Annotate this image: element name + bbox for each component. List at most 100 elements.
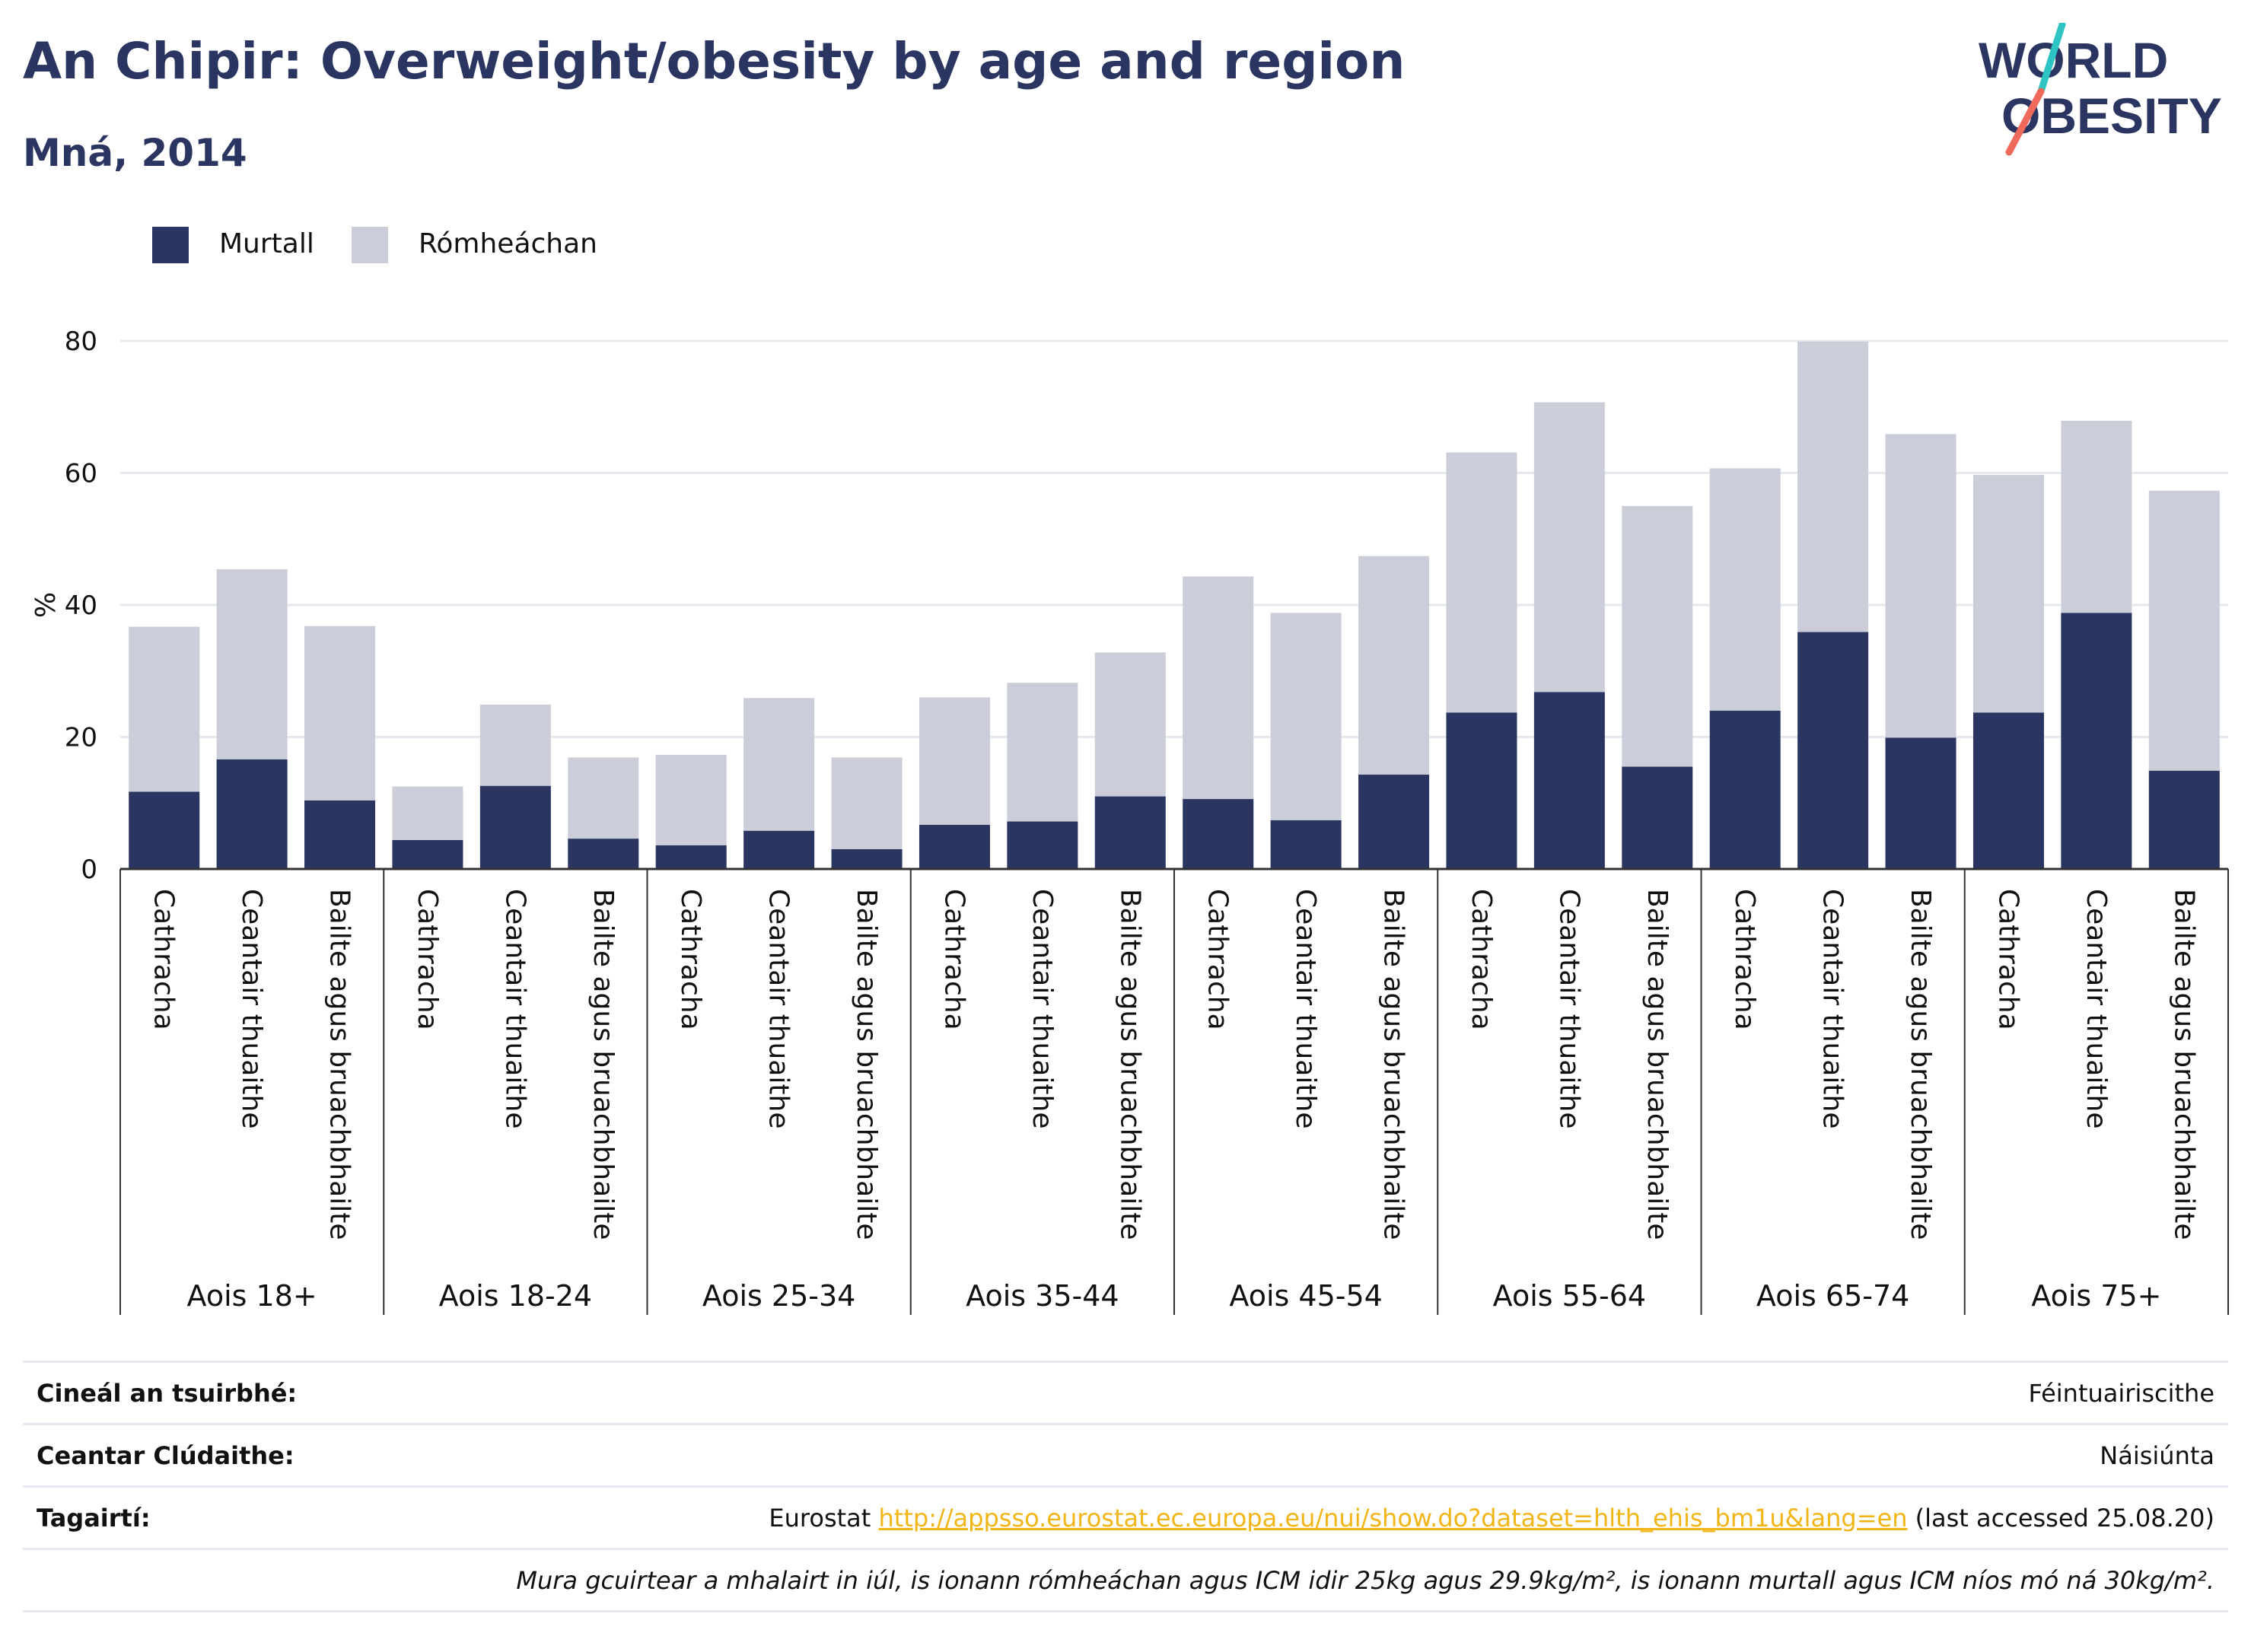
bar-romheachan (1972, 475, 2044, 713)
logo-line-world: WORLD (1979, 32, 2168, 88)
bar-romheachan (304, 625, 376, 801)
bar-romheachan (1358, 555, 1430, 775)
bar-romheachan (1094, 652, 1166, 797)
y-tick-label: 80 (65, 326, 97, 357)
bar-romheachan (1183, 576, 1254, 800)
logo-slash-bottom (2005, 88, 2045, 156)
bar-murtall (1007, 821, 1078, 869)
bar-romheachan (919, 697, 990, 825)
x-category-label: Ceantair thuaithe (1290, 889, 1321, 1128)
bar-romheachan (1885, 434, 1956, 738)
x-category-label: Ceantair thuaithe (1553, 889, 1584, 1128)
y-tick-label: 20 (65, 723, 97, 753)
bar-romheachan (1007, 683, 1078, 822)
bar-murtall (1885, 737, 1956, 869)
x-category-label: Cathracha (675, 889, 706, 1030)
bar-romheachan (743, 698, 815, 831)
bar-murtall (743, 830, 815, 869)
x-category-label: Bailte agus bruachbhailte (1378, 889, 1409, 1240)
x-category-label: Cathracha (1992, 889, 2023, 1030)
bar-murtall (831, 848, 903, 869)
survey-info-table: Cineál an tsuirbhé: Féintuairiscithe Cea… (23, 1361, 2228, 1612)
bar-murtall (1709, 710, 1781, 869)
legend-swatch-romheachan (352, 227, 388, 263)
x-group-label: Aois 35-44 (966, 1279, 1119, 1313)
bar-murtall (392, 839, 463, 869)
x-group-label: Aois 75+ (2031, 1279, 2161, 1313)
survey-type-value: Féintuairiscithe (338, 1361, 2228, 1424)
bar-romheachan (568, 757, 639, 839)
bar-murtall (1358, 774, 1430, 869)
legend-swatch-murtall (152, 227, 189, 263)
x-group-label: Aois 65-74 (1756, 1279, 1909, 1313)
bar-romheachan (1622, 505, 1693, 767)
bar-romheachan (831, 757, 903, 849)
chart-subtitle: Mná, 2014 (23, 131, 247, 175)
bar-romheachan (392, 786, 463, 840)
y-tick-label: 60 (65, 459, 97, 489)
bar-murtall (1533, 692, 1605, 869)
bar-murtall (1270, 820, 1342, 869)
bar-romheachan (1533, 402, 1605, 692)
x-category-label: Ceantair thuaithe (236, 889, 267, 1128)
bar-murtall (1972, 712, 2044, 869)
bar-murtall (1797, 632, 1869, 869)
bar-romheachan (1797, 341, 1869, 632)
note-spacer (23, 1548, 339, 1612)
coverage-label: Ceantar Clúdaithe: (23, 1423, 339, 1487)
bar-murtall (1183, 799, 1254, 869)
stacked-bar-chart: 0 20 40 60 80% Cathracha Ceantair thuaithe Bail… (30, 326, 2229, 1315)
x-category-label: Cathracha (1729, 889, 1760, 1030)
bar-murtall (2061, 613, 2132, 869)
info-row-note: Mura gcuirtear a mhalairt in iúl, is ion… (23, 1548, 2228, 1612)
logo-slash-top (2037, 23, 2066, 95)
x-category-label: Ceantair thuaithe (2081, 889, 2112, 1128)
bar-murtall (568, 839, 639, 869)
references-value: Eurostat http://appsso.eurostat.ec.europ… (338, 1485, 2228, 1549)
bar-murtall (479, 785, 551, 869)
references-label: Tagairtí: (23, 1485, 339, 1549)
x-category-label: Cathracha (938, 889, 969, 1030)
x-category-label: Bailte agus bruachbhailte (587, 889, 619, 1240)
bar-murtall (129, 791, 200, 869)
eurostat-link[interactable]: http://appsso.eurostat.ec.europa.eu/nui/… (878, 1503, 1908, 1533)
x-category-label: Bailte agus bruachbhailte (851, 889, 882, 1240)
y-axis-label: % (30, 592, 62, 618)
x-category-label: Ceantair thuaithe (1027, 889, 1058, 1128)
bar-romheachan (655, 754, 727, 845)
bar-romheachan (129, 626, 200, 792)
chart-title: An Chipir: Overweight/obesity by age and… (23, 32, 1406, 91)
bar-romheachan (479, 704, 551, 786)
x-category-label: Bailte agus bruachbhailte (324, 889, 355, 1240)
legend-label-murtall: Murtall (219, 228, 314, 259)
x-group-label: Aois 25-34 (702, 1279, 855, 1313)
bar-romheachan (216, 569, 288, 759)
x-category-label: Cathracha (1202, 889, 1234, 1030)
world-obesity-logo: WORLD OBESITY (1979, 23, 2222, 156)
x-group-label: Aois 18+ (187, 1279, 317, 1313)
x-category-label: Cathracha (412, 889, 443, 1030)
y-tick-label: 40 (65, 590, 97, 621)
y-tick-label: 0 (81, 855, 97, 885)
bmi-definition-note: Mura gcuirtear a mhalairt in iúl, is ion… (338, 1548, 2228, 1612)
bar-murtall (1094, 796, 1166, 869)
bar-murtall (304, 800, 376, 869)
x-category-label: Bailte agus bruachbhailte (1114, 889, 1145, 1240)
bar-romheachan (2148, 490, 2220, 771)
references-prefix: Eurostat (769, 1503, 879, 1533)
bar-romheachan (1446, 452, 1517, 713)
legend-label-romheachan: Rómheáchan (419, 228, 598, 259)
x-group-label: Aois 55-64 (1493, 1279, 1646, 1313)
x-category-label: Ceantair thuaithe (499, 889, 530, 1128)
x-category-label: Ceantair thuaithe (763, 889, 794, 1128)
bar-romheachan (2061, 420, 2132, 613)
bar-murtall (919, 824, 990, 869)
bar-romheachan (1709, 468, 1781, 711)
x-category-label: Bailte agus bruachbhailte (1905, 889, 1936, 1240)
x-category-label: Bailte agus bruachbhailte (1641, 889, 1673, 1240)
x-group-label: Aois 18-24 (439, 1279, 592, 1313)
bar-murtall (655, 845, 727, 869)
x-category-label: Bailte agus bruachbhailte (2168, 889, 2199, 1240)
bar-murtall (216, 759, 288, 869)
bar-murtall (1622, 766, 1693, 869)
